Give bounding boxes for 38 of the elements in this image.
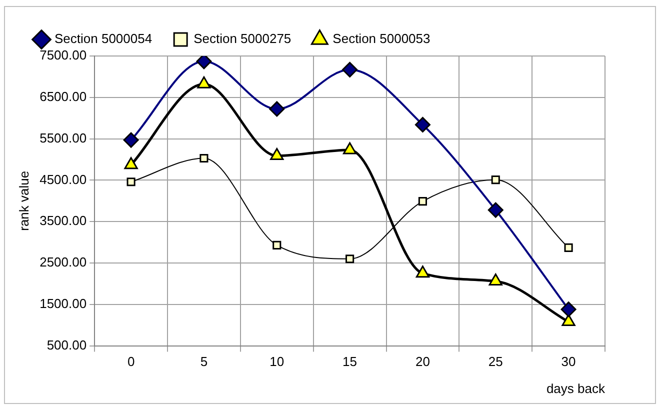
point [123, 132, 139, 148]
point [200, 154, 208, 163]
point [562, 314, 576, 326]
y-tick-label: 1500.00 [40, 296, 87, 311]
point [488, 202, 504, 218]
x-tick-label: 15 [342, 354, 358, 370]
y-axis-title: rank value [16, 170, 32, 231]
point [346, 254, 354, 264]
y-tick-label: 4500.00 [40, 172, 87, 187]
point [342, 62, 358, 78]
legend-label: Section 5000053 [332, 31, 430, 46]
point [560, 302, 576, 318]
point [414, 116, 430, 132]
y-tick-label: 500.00 [46, 337, 87, 352]
legend-label: Section 5000054 [54, 31, 152, 46]
x-tick-label: 0 [127, 354, 135, 370]
y-tick-label: 2500.00 [40, 254, 87, 270]
y-tick-label: 7500.00 [40, 48, 87, 63]
point [418, 197, 427, 206]
x-tick-label: 10 [270, 354, 284, 370]
x-tick-label: 20 [415, 354, 430, 370]
y-tick-label: 6500.00 [40, 88, 87, 104]
point [564, 243, 573, 252]
point [126, 178, 136, 186]
point [270, 148, 284, 160]
point [269, 101, 285, 117]
legend-label: Section 5000275 [194, 31, 292, 46]
point [196, 56, 212, 70]
y-tick-label: 5500.00 [40, 130, 87, 146]
y-tick-label: 3500.00 [40, 213, 87, 228]
x-axis-title: days back [546, 380, 606, 396]
x-tick-label: 30 [561, 354, 576, 370]
point [488, 273, 502, 286]
point [272, 240, 282, 250]
point [491, 176, 500, 184]
x-tick-label: 5 [200, 354, 208, 370]
x-tick-label: 25 [488, 354, 503, 370]
point [416, 266, 430, 278]
